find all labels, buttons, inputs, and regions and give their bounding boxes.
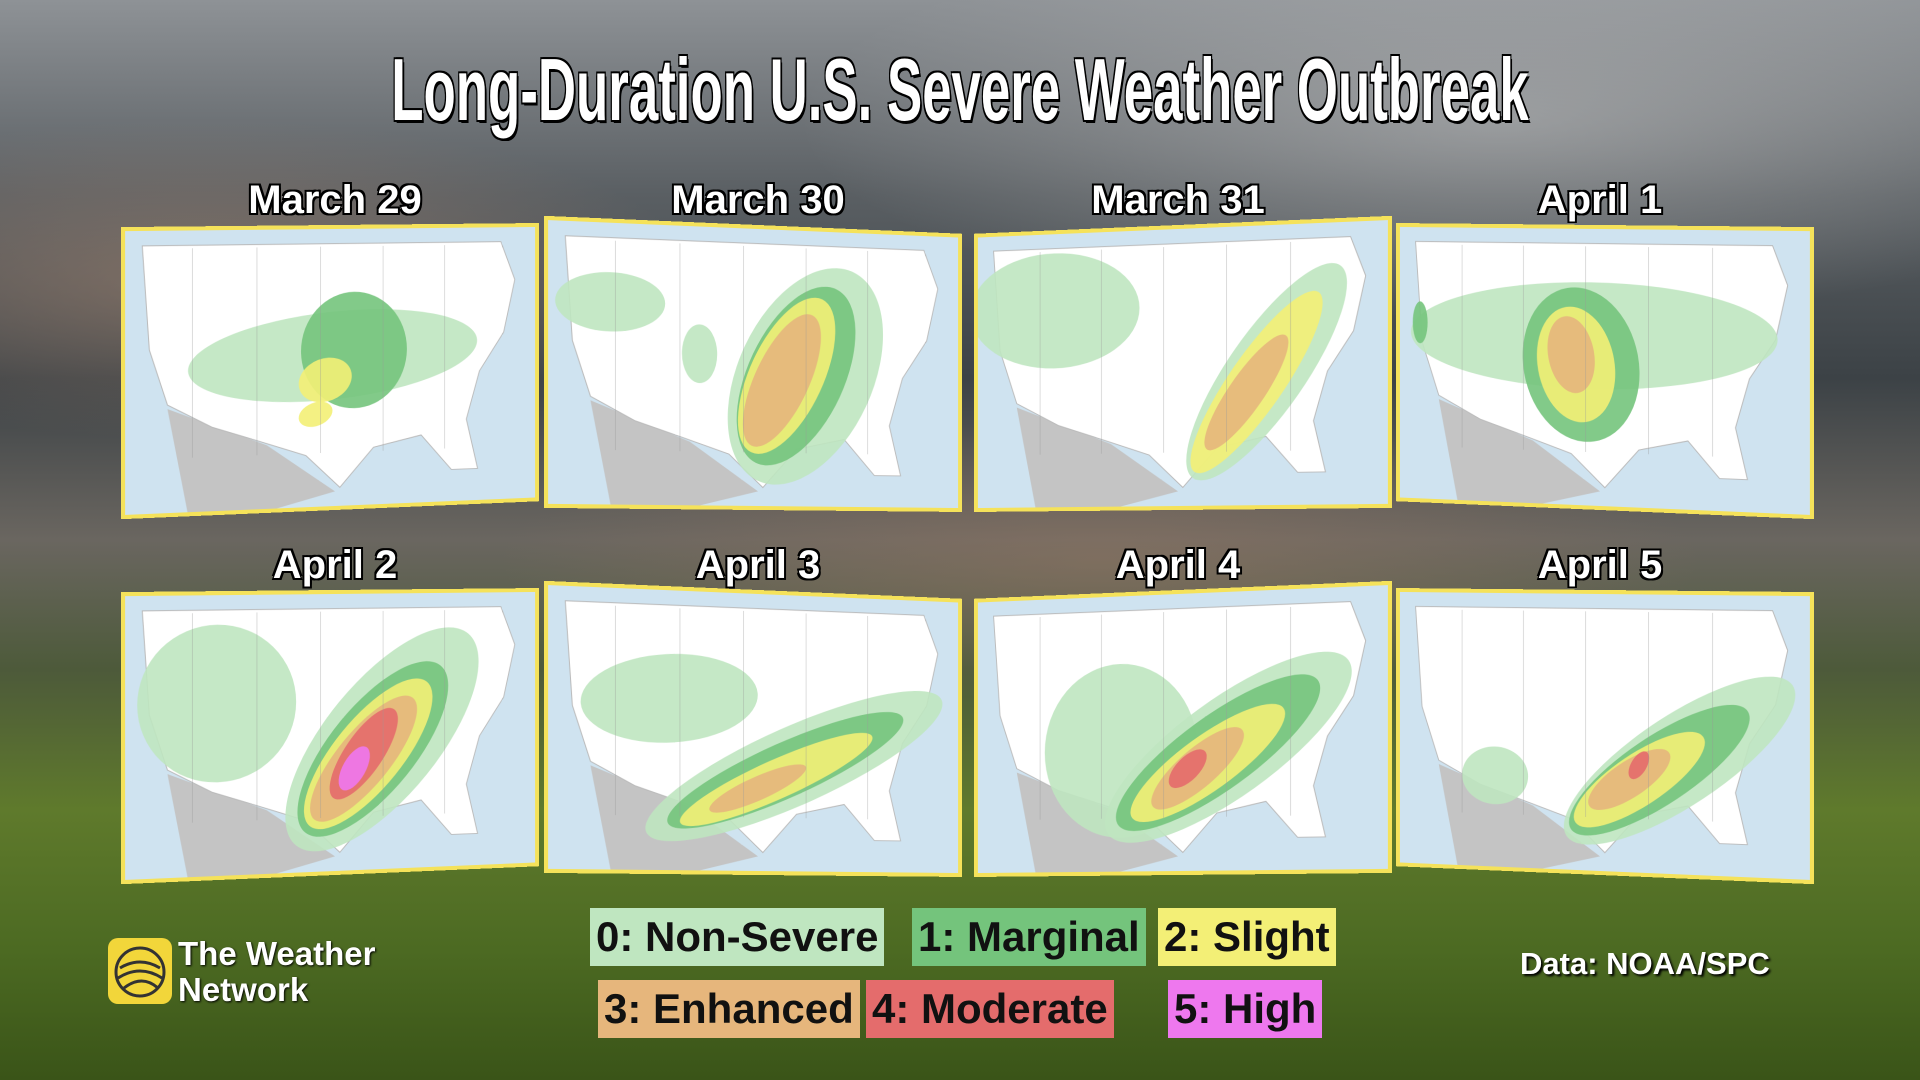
legend-item: 0: Non-Severe bbox=[590, 908, 885, 966]
outlook-map bbox=[543, 580, 962, 877]
panel-label: April 4 bbox=[1115, 543, 1241, 587]
risk-area bbox=[576, 649, 762, 748]
map-svg bbox=[978, 585, 1378, 874]
panel-label: April 3 bbox=[695, 543, 821, 587]
panel-label: April 1 bbox=[1537, 178, 1663, 222]
outlook-map bbox=[1396, 588, 1815, 885]
mexico bbox=[167, 403, 335, 514]
logo bbox=[108, 938, 172, 1004]
brand-line: Network bbox=[178, 971, 309, 1008]
source: Data: NOAA/SPC bbox=[1520, 946, 1770, 981]
risk-area bbox=[704, 756, 811, 821]
risk-area bbox=[1412, 301, 1428, 344]
map-svg bbox=[1400, 592, 1810, 873]
map-svg bbox=[137, 597, 535, 880]
mexico bbox=[590, 400, 758, 506]
risk-area bbox=[977, 249, 1140, 371]
mexico bbox=[1438, 764, 1600, 871]
legend-item: 5: High bbox=[1168, 980, 1323, 1038]
panel-label: March 31 bbox=[1091, 178, 1265, 222]
mexico bbox=[167, 768, 335, 879]
title: Long-Duration U.S. Severe Weather Outbre… bbox=[391, 40, 1529, 139]
outlook-map bbox=[974, 580, 1393, 877]
panel-label: April 2 bbox=[272, 543, 398, 587]
risk-area bbox=[1541, 312, 1601, 397]
outlook-map bbox=[1396, 223, 1815, 520]
risk-area bbox=[1579, 738, 1680, 821]
risk-area bbox=[1462, 745, 1529, 806]
panel-label: March 30 bbox=[671, 178, 845, 222]
risk-area bbox=[332, 741, 377, 796]
panel-label: March 29 bbox=[248, 178, 422, 222]
map-svg bbox=[555, 220, 958, 509]
panel-label: April 5 bbox=[1537, 543, 1663, 587]
brand: The Weather Network bbox=[178, 936, 375, 1008]
outlook-map bbox=[120, 588, 539, 885]
map-svg bbox=[1410, 227, 1810, 506]
outlook-map bbox=[543, 215, 962, 512]
map-svg bbox=[548, 585, 958, 871]
risk-area bbox=[137, 623, 297, 785]
logo-mark bbox=[114, 946, 166, 998]
outlook-map bbox=[120, 223, 539, 520]
risk-area bbox=[681, 323, 718, 384]
legend-item: 4: Moderate bbox=[866, 980, 1114, 1038]
risk-area bbox=[1162, 743, 1214, 795]
outlook-map bbox=[974, 215, 1393, 512]
map-svg bbox=[125, 227, 535, 514]
mexico bbox=[1016, 403, 1178, 508]
risk-area bbox=[555, 270, 666, 334]
brand-line: The Weather bbox=[178, 935, 376, 972]
map-svg bbox=[977, 220, 1374, 508]
risk-area bbox=[1192, 325, 1301, 460]
mexico bbox=[1438, 399, 1600, 506]
legend-item: 2: Slight bbox=[1158, 908, 1336, 966]
risk-area bbox=[726, 303, 837, 458]
legend-item: 3: Enhanced bbox=[598, 980, 860, 1038]
legend-item: 1: Marginal bbox=[912, 908, 1146, 966]
